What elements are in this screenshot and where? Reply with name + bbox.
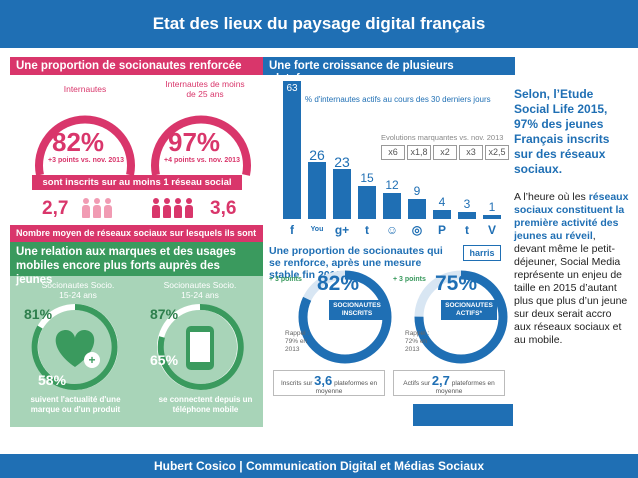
slide-title: Etat des lieux du paysage digital frança… [0, 0, 638, 48]
multiplier-badge: x2,5 [485, 145, 509, 160]
right-badge: SOCIONAUTES ACTIFS* [441, 300, 497, 320]
platform-bar-value: 9 [413, 184, 421, 199]
right-pct: 75% [435, 272, 478, 295]
snapchat-icon: ☺ [385, 223, 399, 237]
person-icon [93, 198, 101, 218]
platform-bar-value: 1 [488, 200, 496, 214]
person-icon [163, 198, 171, 218]
infographic: Une proportion de socionautes renforcée … [10, 57, 515, 427]
group2-label: Internautes de moins de 25 ans [165, 79, 245, 99]
platform-bar [383, 192, 401, 219]
pinterest-icon: P [437, 223, 446, 237]
right-pct-bottom: 65% [150, 352, 179, 368]
platform-bar-value: 26 [309, 147, 325, 164]
platform-bar [458, 212, 476, 219]
person-icon [152, 198, 160, 218]
instagram-icon: ◎ [411, 223, 423, 237]
right-text: Selon, l’Etude Social Life 2015, 97% des… [514, 87, 629, 347]
twitter-icon: t [365, 223, 369, 237]
platform-bar [308, 162, 326, 219]
platform-bar-value: 12 [385, 177, 399, 192]
multiplier-badge: x1,8 [407, 145, 431, 160]
multiplier-badge: x6 [381, 145, 405, 160]
right-box: Actifs sur 2,7 plateformes en moyenne [393, 370, 505, 396]
platform-bar-value: 23 [334, 153, 350, 170]
person-icon [104, 198, 112, 218]
person-icon [185, 198, 193, 218]
left-badge: SOCIONAUTES INSCRITS [329, 300, 385, 320]
harris-logo: harris [463, 245, 501, 261]
panel-a-arcs [35, 115, 251, 176]
slide-footer: Hubert Cosico | Communication Digital et… [0, 454, 638, 478]
panel-b-header: Une forte croissance de plusieurs platef… [263, 57, 515, 85]
platform-bar-value: 3 [463, 197, 471, 212]
group1-change: +3 points vs. nov. 2013 [48, 157, 124, 164]
platform-bar [358, 186, 376, 219]
group2-pct: 97% [168, 127, 221, 157]
right-pts: + 3 points [393, 276, 426, 283]
left-pct-top: 81% [24, 306, 53, 322]
facebook-icon: f [290, 223, 294, 237]
right-rappel: Rappel : 72% en 2013 [405, 330, 430, 353]
platform-bar [333, 168, 351, 219]
plus-circle [84, 352, 100, 368]
right-label: Socionautes Socio. 15-24 ans [163, 280, 237, 300]
arc-internautes [35, 115, 135, 176]
right-caption: se connectent depuis un téléphone mobile [158, 395, 253, 414]
bottom-strip [413, 404, 513, 426]
platform-bar-value: 63 [286, 83, 298, 94]
right-body: A l’heure où les réseaux sociaux constit… [514, 191, 629, 346]
right-pct-top: 87% [150, 306, 179, 322]
left-label: Socionautes Socio. 15-24 ans [41, 280, 115, 300]
left-pct-bottom: 58% [38, 372, 67, 388]
panel-proportion-socionautes: Une proportion de socionautes qui se ren… [263, 242, 515, 427]
avg-right: 3,6 [210, 198, 237, 219]
group2-change: +4 points vs. nov. 2013 [164, 157, 240, 164]
panel-croissance-plateformes: Une forte croissance de plusieurs platef… [263, 57, 515, 242]
evolution-label: Evolutions marquantes vs. nov. 2013 [381, 133, 504, 142]
avg-left: 2,7 [42, 198, 69, 219]
svg-text:+: + [88, 353, 95, 367]
left-caption: suivent l'actualité d'une marque ou d'un… [30, 395, 121, 414]
panel-a-header: Une proportion de socionautes renforcée [10, 57, 263, 75]
group1-label: Internautes [63, 84, 107, 94]
left-box: Inscrits sur 3,6 plateformes en moyenne [273, 370, 385, 396]
multiplier-badge: x2 [433, 145, 457, 160]
person-icon [174, 198, 182, 218]
left-pts: + 3 points [269, 276, 302, 283]
platform-bar-value: 4 [438, 195, 446, 210]
tumblr-icon: t [465, 223, 469, 237]
person-icon [82, 198, 90, 218]
panel-socionautes-renforcee: Une proportion de socionautes renforcée … [10, 57, 263, 242]
right-donut-fill [414, 270, 508, 364]
right-intro: Selon, l’Etude Social Life 2015, 97% des… [514, 87, 610, 176]
panel-a-footer: Nombre moyen de réseaux sociaux sur lesq… [10, 225, 263, 242]
platform-bar [483, 215, 501, 219]
panel-b-note: % d'internautes actifs au cours des 30 d… [305, 95, 491, 104]
platform-bar [408, 199, 426, 219]
group1-pct: 82% [52, 127, 105, 157]
vine-icon: V [487, 223, 496, 237]
panel-c-header: Une relation aux marques et des usages m… [10, 242, 263, 286]
right-ring-fill [157, 303, 244, 390]
panel-c-graphics: + [31, 303, 244, 390]
arc-moins-25 [151, 115, 251, 176]
google-plus-icon: g+ [334, 223, 350, 237]
left-ring-fill [31, 304, 118, 390]
platform-bar [283, 81, 301, 219]
left-donut-fill [298, 270, 392, 364]
platform-bar-value: 15 [360, 171, 374, 186]
panel-d-donuts [298, 270, 508, 364]
pa-bar-text: sont inscrits sur au moins 1 réseau soci… [32, 175, 242, 190]
left-rappel: Rappel : 79% en 2013 [285, 330, 310, 353]
people-right [152, 198, 193, 218]
left-pct: 82% [317, 272, 360, 295]
panel-marques-mobiles: Une relation aux marques et des usages m… [10, 242, 263, 427]
youtube-icon: You [310, 226, 324, 233]
people-left [82, 198, 112, 218]
platform-bar [433, 210, 451, 219]
multiplier-badge: x3 [459, 145, 483, 160]
